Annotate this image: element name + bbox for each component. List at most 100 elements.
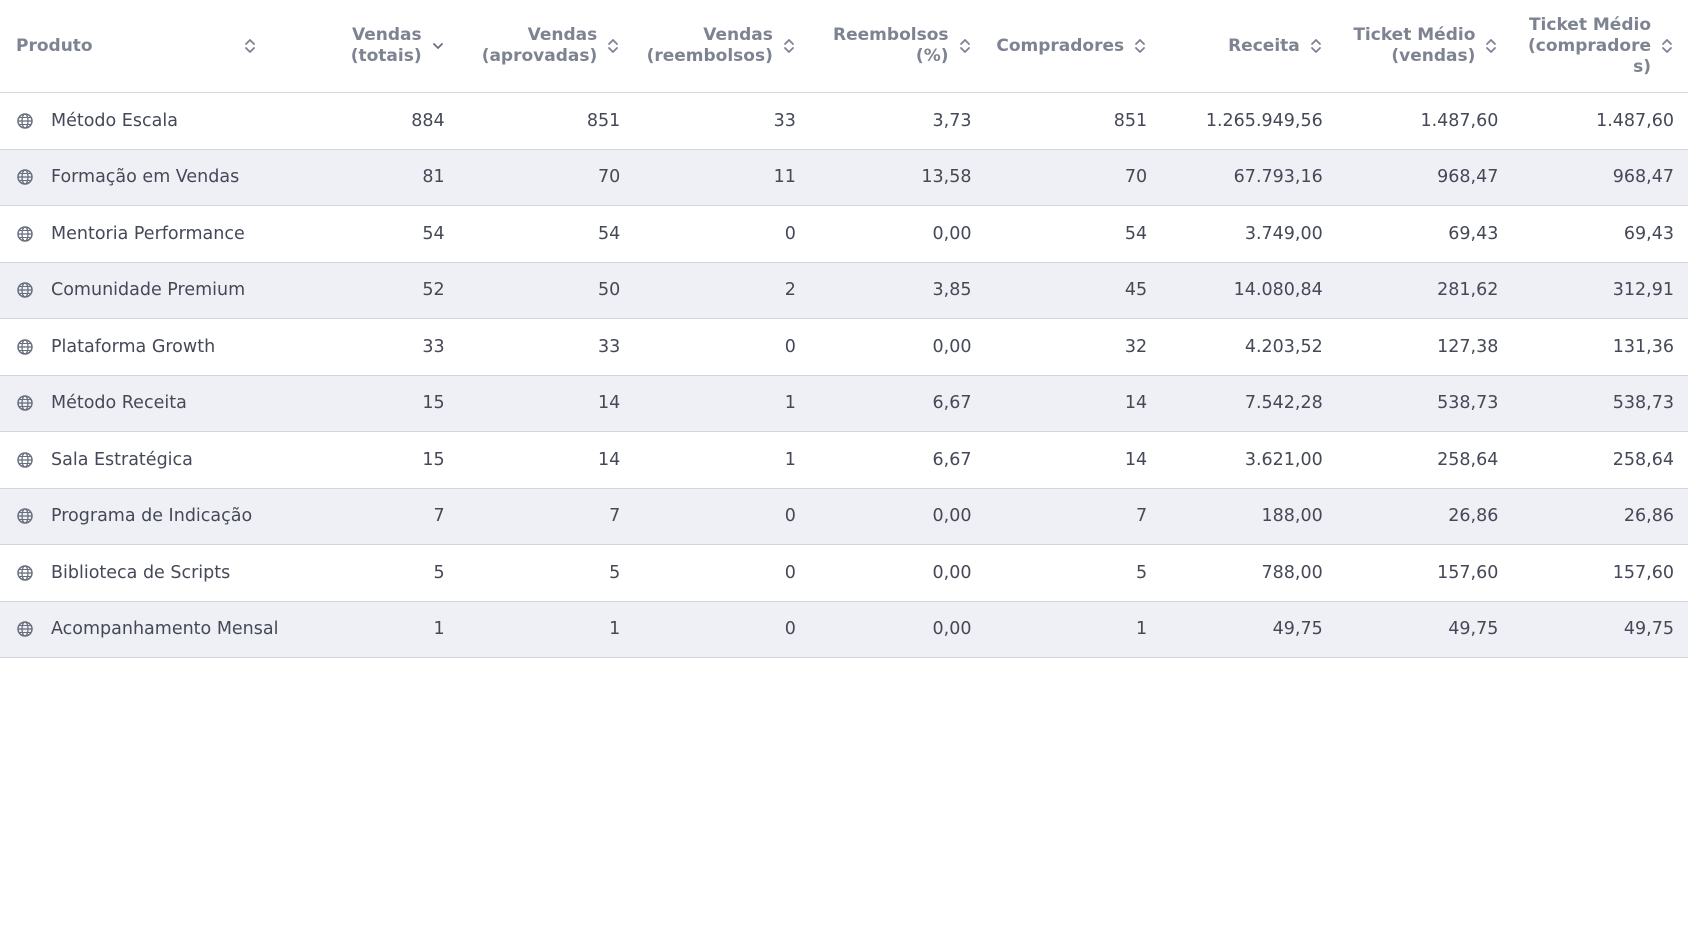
sort-icon[interactable] (1309, 36, 1323, 56)
product-name: Comunidade Premium (51, 280, 246, 301)
column-label: Ticket Médio (compradore s) (1527, 14, 1651, 77)
column-header-ticket-compradores[interactable]: Ticket Médio (compradore s) (1512, 0, 1688, 93)
column-label: Produto (16, 35, 93, 56)
sort-icon[interactable] (958, 36, 972, 56)
column-header-vendas-totais[interactable]: Vendas (totais) (283, 0, 459, 93)
column-header-vendas-reembolsos[interactable]: Vendas (reembolsos) (634, 0, 810, 93)
table-row[interactable]: Método Escala 884 851 33 3,73 851 1.265.949,56… (0, 92, 1688, 150)
cell-vendas-reembolsos: 0 (634, 488, 810, 545)
cell-compradores: 5 (985, 544, 1162, 602)
product-name: Acompanhamento Mensal (51, 619, 279, 640)
cell-vendas-reembolsos: 1 (634, 431, 810, 489)
column-label: Ticket Médio (vendas) (1353, 25, 1476, 66)
cell-vendas-aprovadas: 70 (458, 149, 635, 206)
column-header-receita[interactable]: Receita (1161, 0, 1337, 93)
product-cell: Acompanhamento Mensal (0, 601, 283, 658)
cell-compradores: 54 (985, 205, 1162, 263)
globe-icon (16, 394, 34, 412)
cell-reembolsos-pct: 3,85 (809, 262, 986, 319)
cell-receita: 1.265.949,56 (1161, 92, 1337, 150)
table-row[interactable]: Sala Estratégica 15 14 1 6,67 14 3.621,00 258,6… (0, 431, 1688, 489)
cell-receita: 788,00 (1161, 544, 1337, 602)
product-cell: Sala Estratégica (0, 431, 283, 489)
cell-vendas-reembolsos: 0 (634, 205, 810, 263)
column-label: Receita (1228, 35, 1300, 56)
globe-icon (16, 168, 34, 186)
cell-reembolsos-pct: 13,58 (809, 149, 986, 206)
cell-vendas-reembolsos: 0 (634, 318, 810, 376)
globe-icon (16, 338, 34, 356)
product-name: Mentoria Performance (51, 223, 245, 244)
cell-vendas-reembolsos: 0 (634, 544, 810, 602)
sort-icon[interactable] (243, 36, 257, 56)
cell-ticket-vendas: 26,86 (1336, 488, 1513, 545)
table-row[interactable]: Método Receita 15 14 1 6,67 14 7.542,28 538,73 5… (0, 375, 1688, 432)
cell-vendas-reembolsos: 1 (634, 375, 810, 432)
cell-reembolsos-pct: 0,00 (809, 205, 986, 263)
header-row: Produto Vendas (totais) Vendas (aprovadas)… (0, 0, 1688, 93)
table-header: Produto Vendas (totais) Vendas (aprovadas)… (0, 0, 1688, 93)
sales-table: Produto Vendas (totais) Vendas (aprovadas)… (0, 0, 1688, 658)
cell-vendas-totais: 33 (283, 318, 459, 376)
table-row[interactable]: Programa de Indicação 7 7 0 0,00 7 188,00 26,86… (0, 488, 1688, 545)
column-header-compradores[interactable]: Compradores (985, 0, 1162, 93)
cell-ticket-vendas: 157,60 (1336, 544, 1513, 602)
cell-receita: 49,75 (1161, 601, 1337, 658)
sort-icon[interactable] (606, 36, 620, 56)
cell-vendas-totais: 884 (283, 92, 459, 150)
column-header-produto[interactable]: Produto (0, 0, 283, 93)
cell-reembolsos-pct: 3,73 (809, 92, 986, 150)
column-header-ticket-vendas[interactable]: Ticket Médio (vendas) (1336, 0, 1513, 93)
globe-icon (16, 564, 34, 582)
product-cell: Programa de Indicação (0, 488, 283, 545)
sort-icon[interactable] (1660, 36, 1674, 56)
cell-ticket-compradores: 26,86 (1512, 488, 1688, 545)
table-row[interactable]: Acompanhamento Mensal 1 1 0 0,00 1 49,75 49,75 4… (0, 601, 1688, 658)
table-row[interactable]: Plataforma Growth 33 33 0 0,00 32 4.203,52 127,… (0, 318, 1688, 376)
cell-ticket-vendas: 968,47 (1336, 149, 1513, 206)
cell-vendas-totais: 81 (283, 149, 459, 206)
cell-ticket-vendas: 1.487,60 (1336, 92, 1513, 150)
cell-vendas-totais: 52 (283, 262, 459, 319)
column-header-vendas-aprovadas[interactable]: Vendas (aprovadas) (458, 0, 635, 93)
cell-compradores: 45 (985, 262, 1162, 319)
globe-icon (16, 281, 34, 299)
cell-compradores: 32 (985, 318, 1162, 376)
cell-vendas-totais: 5 (283, 544, 459, 602)
column-header-reembolsos-pct[interactable]: Reembolsos (%) (809, 0, 986, 93)
cell-ticket-compradores: 1.487,60 (1512, 92, 1688, 150)
cell-ticket-compradores: 157,60 (1512, 544, 1688, 602)
table-row[interactable]: Biblioteca de Scripts 5 5 0 0,00 5 788,00 157,6… (0, 544, 1688, 602)
cell-reembolsos-pct: 6,67 (809, 375, 986, 432)
cell-reembolsos-pct: 0,00 (809, 601, 986, 658)
cell-ticket-compradores: 258,64 (1512, 431, 1688, 489)
product-cell: Plataforma Growth (0, 318, 283, 376)
cell-ticket-compradores: 49,75 (1512, 601, 1688, 658)
product-cell: Comunidade Premium (0, 262, 283, 319)
globe-icon (16, 112, 34, 130)
cell-receita: 7.542,28 (1161, 375, 1337, 432)
globe-icon (16, 451, 34, 469)
product-name: Programa de Indicação (51, 506, 253, 527)
table-row[interactable]: Comunidade Premium 52 50 2 3,85 45 14.080,84 28… (0, 262, 1688, 319)
column-label: Vendas (totais) (350, 25, 422, 66)
sort-icon[interactable] (1133, 36, 1147, 56)
cell-compradores: 7 (985, 488, 1162, 545)
sort-icon[interactable] (1484, 36, 1498, 56)
cell-vendas-aprovadas: 54 (458, 205, 635, 263)
cell-vendas-reembolsos: 33 (634, 92, 810, 150)
cell-ticket-vendas: 49,75 (1336, 601, 1513, 658)
cell-compradores: 14 (985, 375, 1162, 432)
table-body: Método Escala 884 851 33 3,73 851 1.265.949,56… (0, 92, 1688, 658)
column-label: Vendas (aprovadas) (481, 25, 598, 66)
table-row[interactable]: Mentoria Performance 54 54 0 0,00 54 3.749,00 6… (0, 205, 1688, 263)
table-row[interactable]: Formação em Vendas 81 70 11 13,58 70 67.793,16… (0, 149, 1688, 206)
cell-reembolsos-pct: 0,00 (809, 488, 986, 545)
product-cell: Biblioteca de Scripts (0, 544, 283, 602)
sort-icon[interactable] (782, 36, 796, 56)
sort-descending-icon[interactable] (431, 36, 445, 56)
cell-compradores: 14 (985, 431, 1162, 489)
cell-vendas-aprovadas: 33 (458, 318, 635, 376)
cell-receita: 67.793,16 (1161, 149, 1337, 206)
column-label: Reembolsos (%) (833, 25, 949, 66)
